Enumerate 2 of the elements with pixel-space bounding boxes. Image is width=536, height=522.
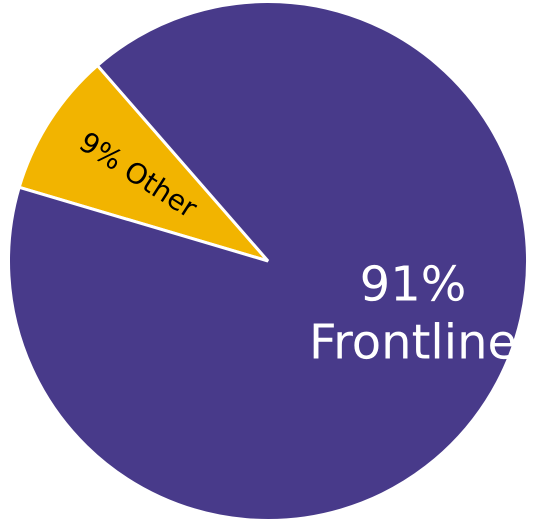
slice-label: Frontline [308, 314, 518, 370]
data-label: 91% [360, 256, 466, 312]
